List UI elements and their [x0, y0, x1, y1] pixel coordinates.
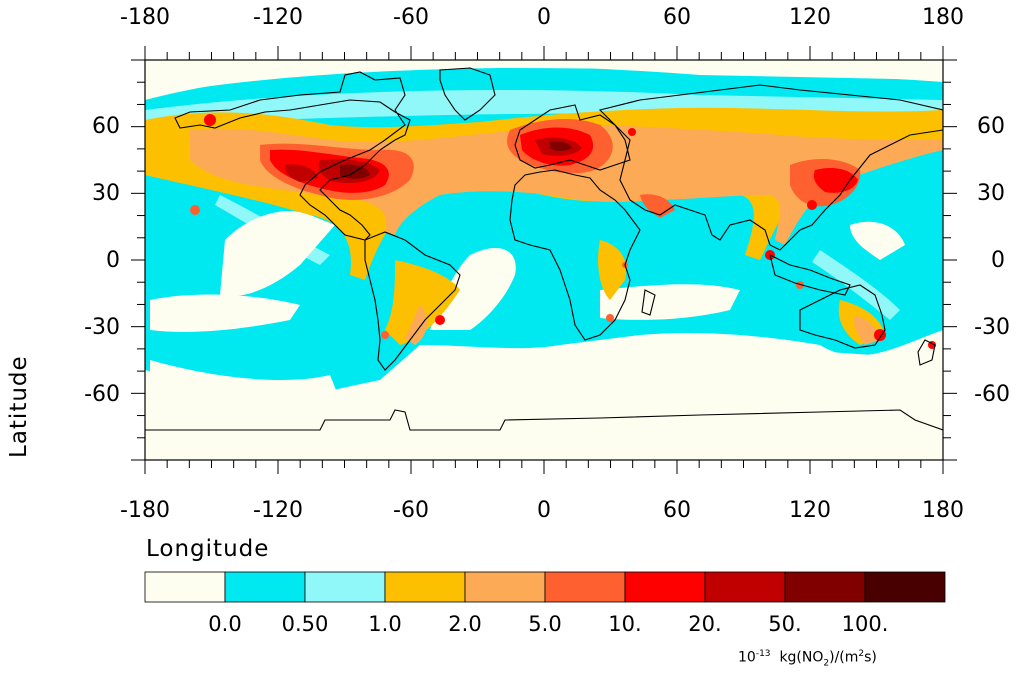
- units-mid: )/(m: [829, 649, 859, 666]
- colorbar-label: 0.50: [282, 612, 329, 636]
- x-tick-top: -60: [393, 5, 429, 30]
- y-axis-left-labels: 60 30 0 -30 -60: [84, 114, 120, 407]
- x-tick-top: 120: [789, 5, 831, 30]
- colorbar-label: 50.: [768, 612, 801, 636]
- x-tick-bottom: 60: [663, 498, 691, 523]
- units-end: s): [864, 649, 877, 666]
- colorbar-label: 10.: [608, 612, 641, 636]
- x-axis-bottom-labels: -180 -120 -60 0 60 120 180: [120, 498, 964, 523]
- colorbar-swatch: [704, 571, 786, 603]
- units-exponent: -13: [755, 649, 771, 659]
- colorbar-swatch: [384, 571, 466, 603]
- x-tick-bottom: -120: [253, 498, 303, 523]
- y-axis-right-labels: 60 30 0 -30 -60: [974, 114, 1010, 407]
- y-tick-right: -30: [974, 315, 1010, 340]
- colorbar-swatch: [224, 571, 306, 603]
- units-prefix: 10: [738, 649, 756, 666]
- colorbar-label: 1.0: [368, 612, 401, 636]
- colorbar-label: 100.: [842, 612, 889, 636]
- y-tick-right: 30: [977, 181, 1005, 206]
- units-sub: 2: [823, 658, 830, 669]
- units-text: kg(NO: [779, 649, 824, 666]
- coastlines: [145, 67, 943, 431]
- y-tick-right: 0: [991, 248, 1005, 273]
- y-tick-right: 60: [977, 114, 1005, 139]
- colorbar-units: 10-13 kg(NO2)/(m2s): [738, 649, 877, 668]
- x-tick-top: -120: [253, 5, 303, 30]
- units-sup: 2: [858, 649, 865, 659]
- x-tick-bottom: 120: [789, 498, 831, 523]
- colorbar-swatch: [544, 571, 626, 603]
- colorbar: [144, 571, 946, 603]
- colorbar-swatch: [624, 571, 706, 603]
- x-tick-bottom: 180: [922, 498, 964, 523]
- colorbar-label: 0.0: [208, 612, 241, 636]
- x-tick-top: -180: [120, 5, 170, 30]
- x-axis-top-labels: -180 -120 -60 0 60 120 180: [120, 5, 964, 30]
- y-tick-left: 0: [106, 248, 120, 273]
- axis-ticks: [131, 46, 957, 474]
- y-tick-left: -60: [84, 382, 120, 407]
- y-tick-left: 30: [92, 181, 120, 206]
- x-tick-top: 180: [922, 5, 964, 30]
- y-tick-right: -60: [974, 382, 1010, 407]
- colorbar-labels: 0.0 0.50 1.0 2.0 5.0 10. 20. 50. 100.: [208, 612, 888, 636]
- y-tick-left: -30: [84, 315, 120, 340]
- colorbar-swatch: [144, 571, 226, 603]
- emission-field: [145, 60, 943, 460]
- x-tick-bottom: 0: [537, 498, 551, 523]
- colorbar-swatch: [464, 571, 546, 603]
- colorbar-swatch: [784, 571, 866, 603]
- field-level-2: [145, 90, 943, 125]
- x-tick-top: 0: [537, 5, 551, 30]
- colorbar-swatch: [864, 571, 946, 603]
- y-tick-left: 60: [92, 114, 120, 139]
- x-axis-title: Longitude: [146, 536, 269, 562]
- colorbar-label: 5.0: [528, 612, 561, 636]
- colorbar-label: 20.: [688, 612, 721, 636]
- colorbar-swatch: [304, 571, 386, 603]
- x-tick-top: 60: [663, 5, 691, 30]
- colorbar-label: 2.0: [448, 612, 481, 636]
- x-tick-bottom: -180: [120, 498, 170, 523]
- y-axis-title: Latitude: [6, 355, 32, 458]
- x-tick-bottom: -60: [393, 498, 429, 523]
